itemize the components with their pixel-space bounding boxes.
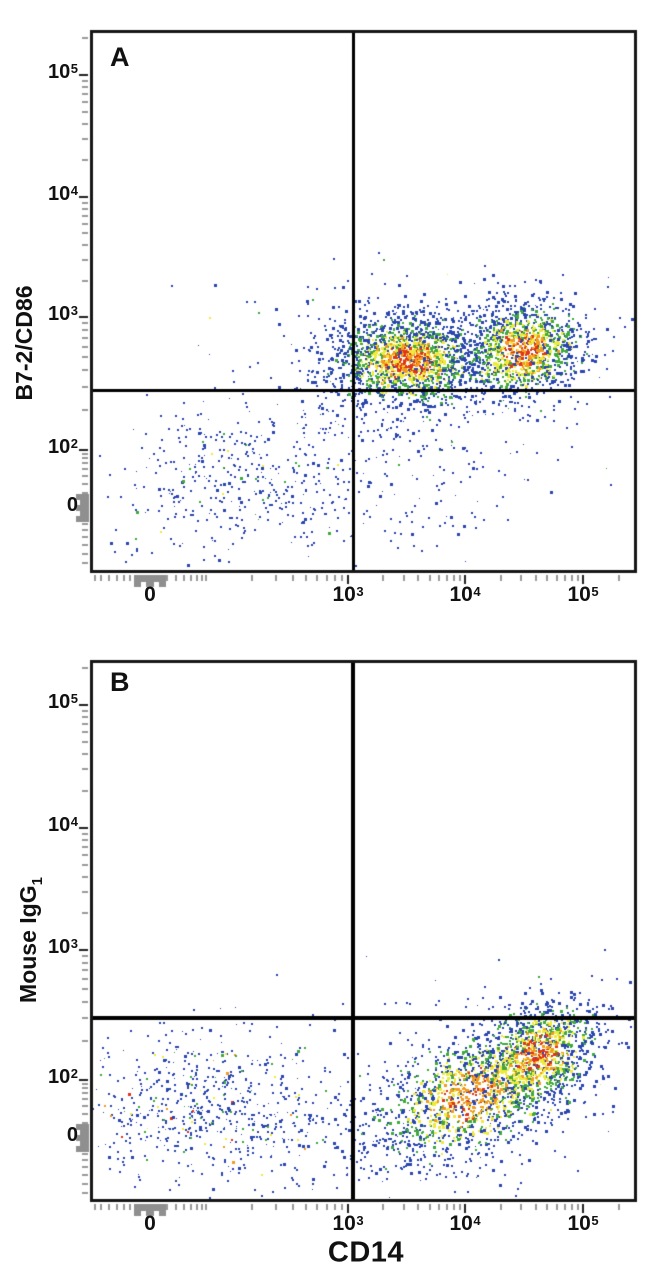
y-tick-label-panel-a: 104 — [48, 183, 78, 205]
y-tick-label-panel-a: 0 — [66, 494, 78, 516]
x-tick-label-panel-b: 104 — [449, 1212, 481, 1235]
y-tick-label-panel-a: 105 — [48, 61, 78, 83]
x-tick-label-panel-a: 104 — [449, 583, 481, 606]
x-tick-label-panel-a: 103 — [332, 583, 364, 606]
x-axis-title: CD14 — [327, 1236, 405, 1269]
y-axis-title-a-text: B7-2/CD86 — [11, 285, 38, 401]
y-axis-title-a: B7-2/CD86 — [11, 285, 41, 401]
y-tick-label-panel-b: 104 — [48, 814, 78, 836]
panel-b-letter: B — [110, 667, 130, 697]
y-tick-label-panel-b: 0 — [66, 1124, 78, 1146]
y-tick-label-panel-b: 105 — [48, 691, 78, 713]
x-tick-label-panel-b: 0 — [144, 1212, 156, 1235]
x-tick-label-panel-b: 103 — [332, 1212, 364, 1235]
x-tick-label-panel-a: 0 — [144, 583, 156, 606]
y-axis-title-b-subscript: 1 — [28, 877, 46, 886]
y-tick-label-panel-a: 102 — [48, 436, 78, 458]
x-tick-label-panel-b: 105 — [567, 1212, 599, 1235]
x-tick-label-panel-a: 105 — [567, 583, 599, 606]
y-tick-label-panel-a: 103 — [48, 303, 78, 325]
y-tick-label-panel-b: 103 — [48, 936, 78, 958]
y-tick-label-panel-b: 102 — [48, 1066, 78, 1088]
panel-a-letter: A — [110, 42, 130, 72]
